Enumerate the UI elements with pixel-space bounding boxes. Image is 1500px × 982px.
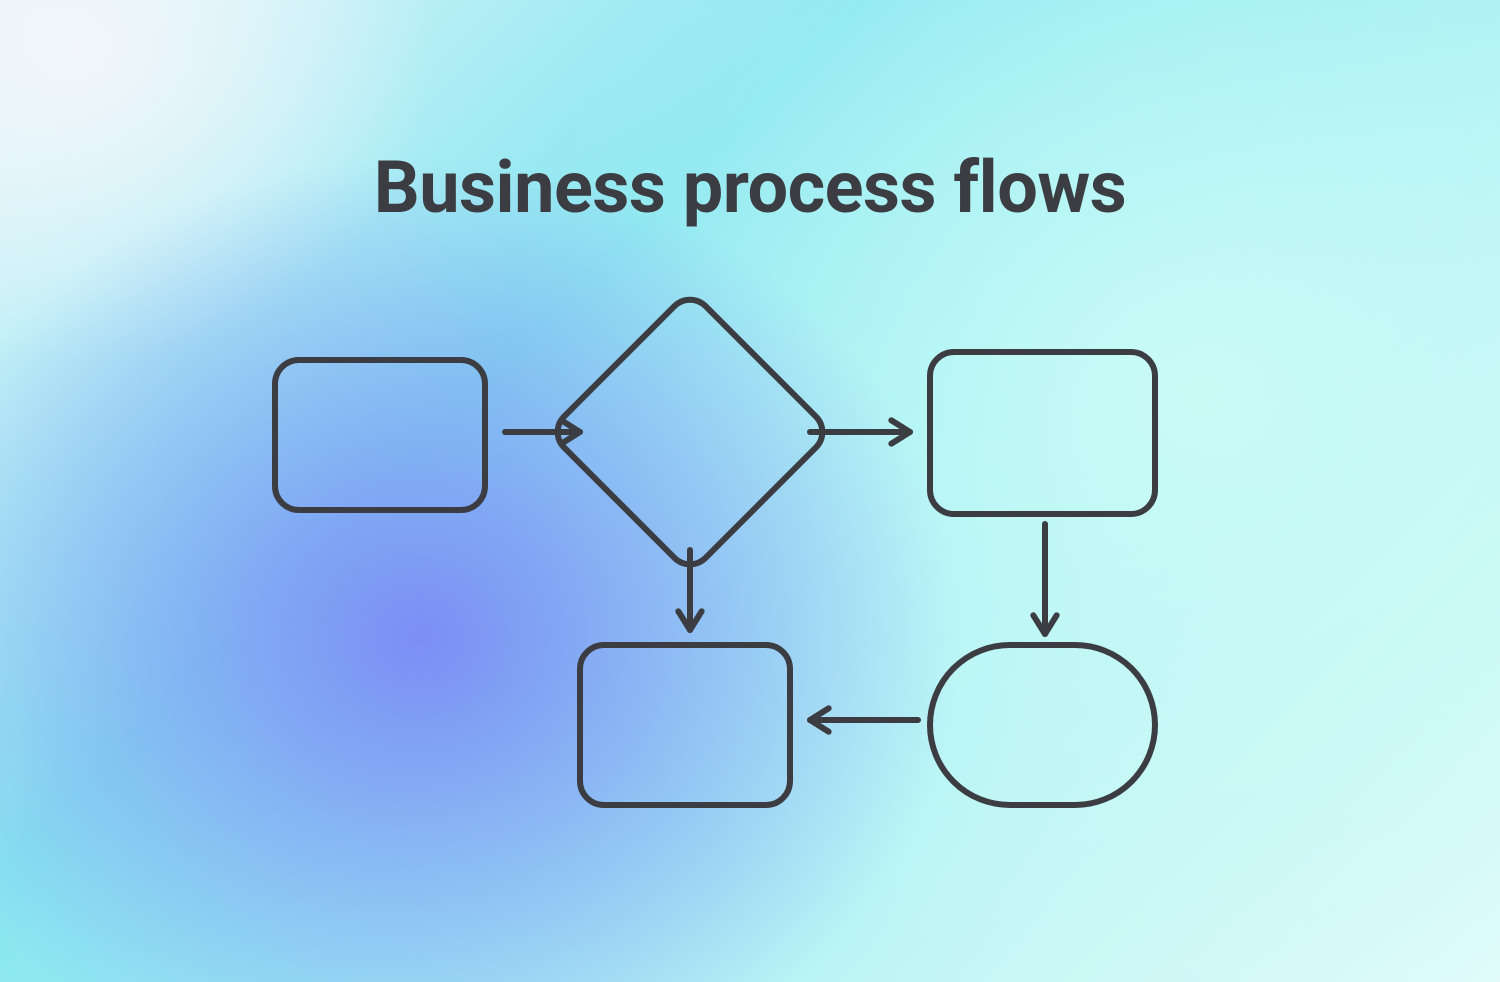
edge-rect1-to-diamond <box>505 420 580 443</box>
node-rect3 <box>580 645 790 805</box>
edge-rect2-to-ellipse <box>1033 524 1056 634</box>
node-rect2 <box>930 352 1155 514</box>
node-diamond <box>549 291 832 574</box>
nodes-layer <box>275 291 1155 805</box>
edge-ellipse-to-rect3 <box>810 708 918 731</box>
node-rect1 <box>275 360 485 510</box>
node-ellipse <box>930 645 1155 805</box>
flowchart-diagram <box>0 0 1500 982</box>
